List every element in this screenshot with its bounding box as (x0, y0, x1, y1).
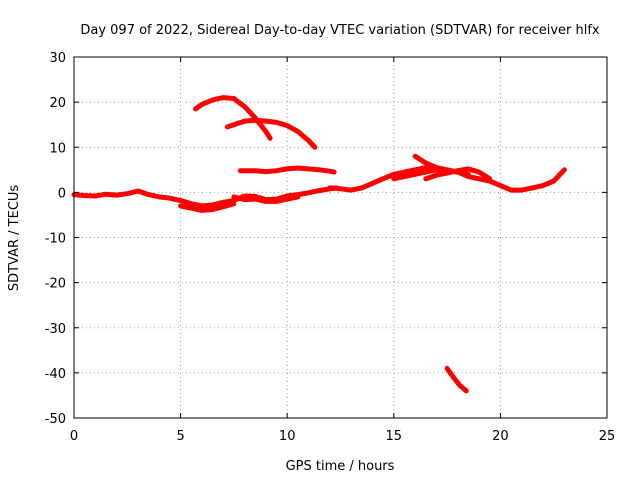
x-tick-label: 5 (176, 429, 184, 444)
series-line-descent-17.5-18.4h (444, 365, 469, 394)
data-series (71, 95, 567, 394)
x-tick-label: 25 (599, 429, 616, 444)
y-tick-label: -20 (45, 277, 66, 292)
chart-title: Day 097 of 2022, Sidereal Day-to-day VTE… (80, 23, 600, 38)
y-tick-label: 0 (58, 186, 66, 201)
y-tick-label: -30 (45, 322, 66, 337)
series-line-mid-7.5-10.5h (231, 194, 301, 204)
y-tick-label: -10 (45, 232, 66, 247)
series-line-lower-5-7h (178, 201, 237, 213)
x-axis-label: GPS time / hours (286, 459, 395, 474)
series-line-arc-7.2-11.3h (225, 117, 318, 150)
series-line-arc-15-17h (391, 167, 439, 182)
plot-frame (73, 56, 608, 419)
x-tick-label: 0 (70, 429, 78, 444)
series-line-upper-7.8-12.2h (237, 165, 337, 175)
x-tick-label: 20 (492, 429, 509, 444)
x-tick-label: 10 (279, 429, 296, 444)
y-tick-label: 10 (49, 141, 66, 156)
y-tick-label: -50 (45, 412, 66, 427)
grid-lines (74, 57, 607, 418)
y-tick-label: 20 (49, 96, 66, 111)
y-tick-label: -40 (45, 367, 66, 382)
series-line-arc-5.7-9.2h (193, 95, 273, 141)
axis-ticks: 0 5 10 15 20 25 -50 -40 -30 -20 -10 0 10 20 30 (45, 51, 616, 444)
series-line-segment-16.5-19.5h (423, 166, 493, 182)
y-tick-label: 30 (49, 51, 66, 66)
y-axis-label: SDTVAR / TECUs (7, 185, 22, 292)
x-tick-label: 15 (386, 429, 403, 444)
